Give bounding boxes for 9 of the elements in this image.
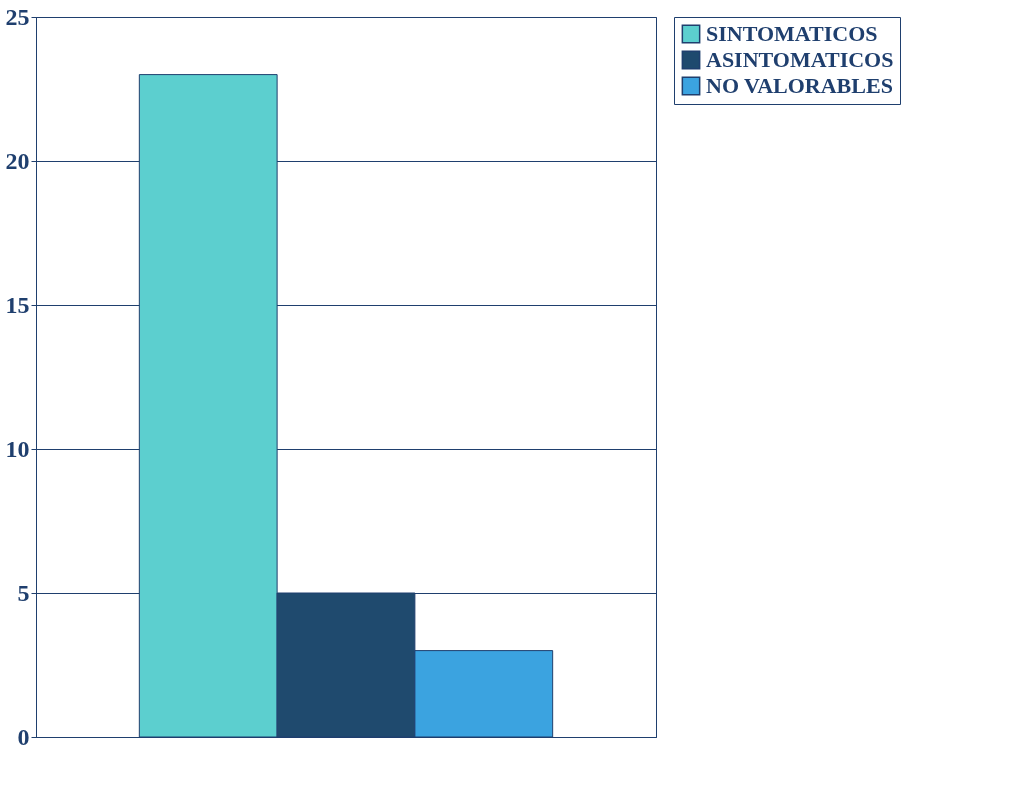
legend-label: SINTOMATICOS	[706, 21, 878, 46]
y-tick-label: 10	[5, 435, 30, 462]
legend-label: NO VALORABLES	[706, 73, 893, 98]
y-tick-label: 20	[5, 147, 30, 174]
y-tick-label: 0	[17, 723, 30, 750]
y-tick-label: 25	[5, 3, 30, 30]
y-tick-label: 5	[17, 579, 30, 606]
y-tick-label: 15	[5, 291, 30, 318]
legend-label: ASINTOMATICOS	[706, 47, 894, 72]
